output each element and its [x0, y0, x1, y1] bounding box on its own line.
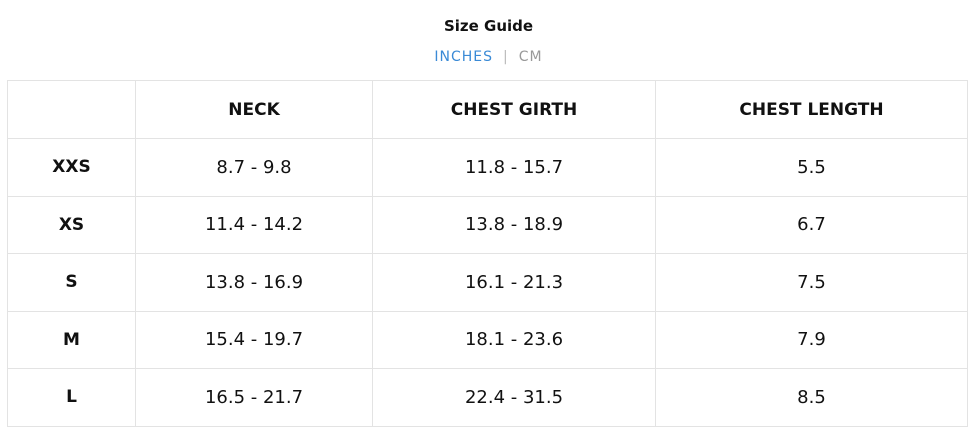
- table-cell: 8.7 - 9.8: [135, 138, 373, 197]
- title: Size Guide: [443, 17, 534, 35]
- tab-separator: |: [503, 49, 509, 65]
- unit-tabs: INCHES | CM: [0, 49, 977, 65]
- table-cell: 7.5: [655, 253, 968, 312]
- size-label: XXS: [7, 138, 136, 197]
- table-cell: 22.4 - 31.5: [372, 368, 656, 427]
- table-row: L 16.5 - 21.7 22.4 - 31.5 8.5: [7, 368, 968, 427]
- table-cell: 13.8 - 18.9: [372, 195, 656, 254]
- unit-tab[interactable]: CM: [518, 49, 543, 65]
- table-cell: 11.4 - 14.2: [135, 195, 373, 254]
- table-cell: 13.8 - 16.9: [135, 253, 373, 312]
- table-cell: 18.1 - 23.6: [372, 310, 656, 369]
- table-cell: 6.7: [655, 195, 968, 254]
- size-table: NECK CHEST GIRTH CHEST LENGTH XXS 8.7 - 9.8…: [7, 80, 968, 427]
- table-row: XS 11.4 - 14.2 13.8 - 18.9 6.7: [7, 195, 968, 254]
- table-body: XXS 8.7 - 9.8 11.8 - 15.7 5.5 XS 11.4 - 14.2 1…: [7, 138, 968, 427]
- unit-tab[interactable]: INCHES: [434, 49, 494, 65]
- header-cell: NECK: [135, 80, 373, 139]
- size-label: M: [7, 310, 136, 369]
- header-cell: CHEST LENGTH: [655, 80, 968, 139]
- table-cell: 5.5: [655, 138, 968, 197]
- table-cell: 16.5 - 21.7: [135, 368, 373, 427]
- header-cell: [7, 80, 136, 139]
- size-label: S: [7, 253, 136, 312]
- size-label: L: [7, 368, 136, 427]
- table-row: XXS 8.7 - 9.8 11.8 - 15.7 5.5: [7, 138, 968, 197]
- table-cell: 11.8 - 15.7: [372, 138, 656, 197]
- size-label: XS: [7, 195, 136, 254]
- header-cell: CHEST GIRTH: [372, 80, 656, 139]
- table-row: M 15.4 - 19.7 18.1 - 23.6 7.9: [7, 310, 968, 369]
- table-cell: 15.4 - 19.7: [135, 310, 373, 369]
- table-row: S 13.8 - 16.9 16.1 - 21.3 7.5: [7, 253, 968, 312]
- table-cell: 16.1 - 21.3: [372, 253, 656, 312]
- table-cell: 7.9: [655, 310, 968, 369]
- table-cell: 8.5: [655, 368, 968, 427]
- header-row: NECK CHEST GIRTH CHEST LENGTH: [7, 80, 968, 139]
